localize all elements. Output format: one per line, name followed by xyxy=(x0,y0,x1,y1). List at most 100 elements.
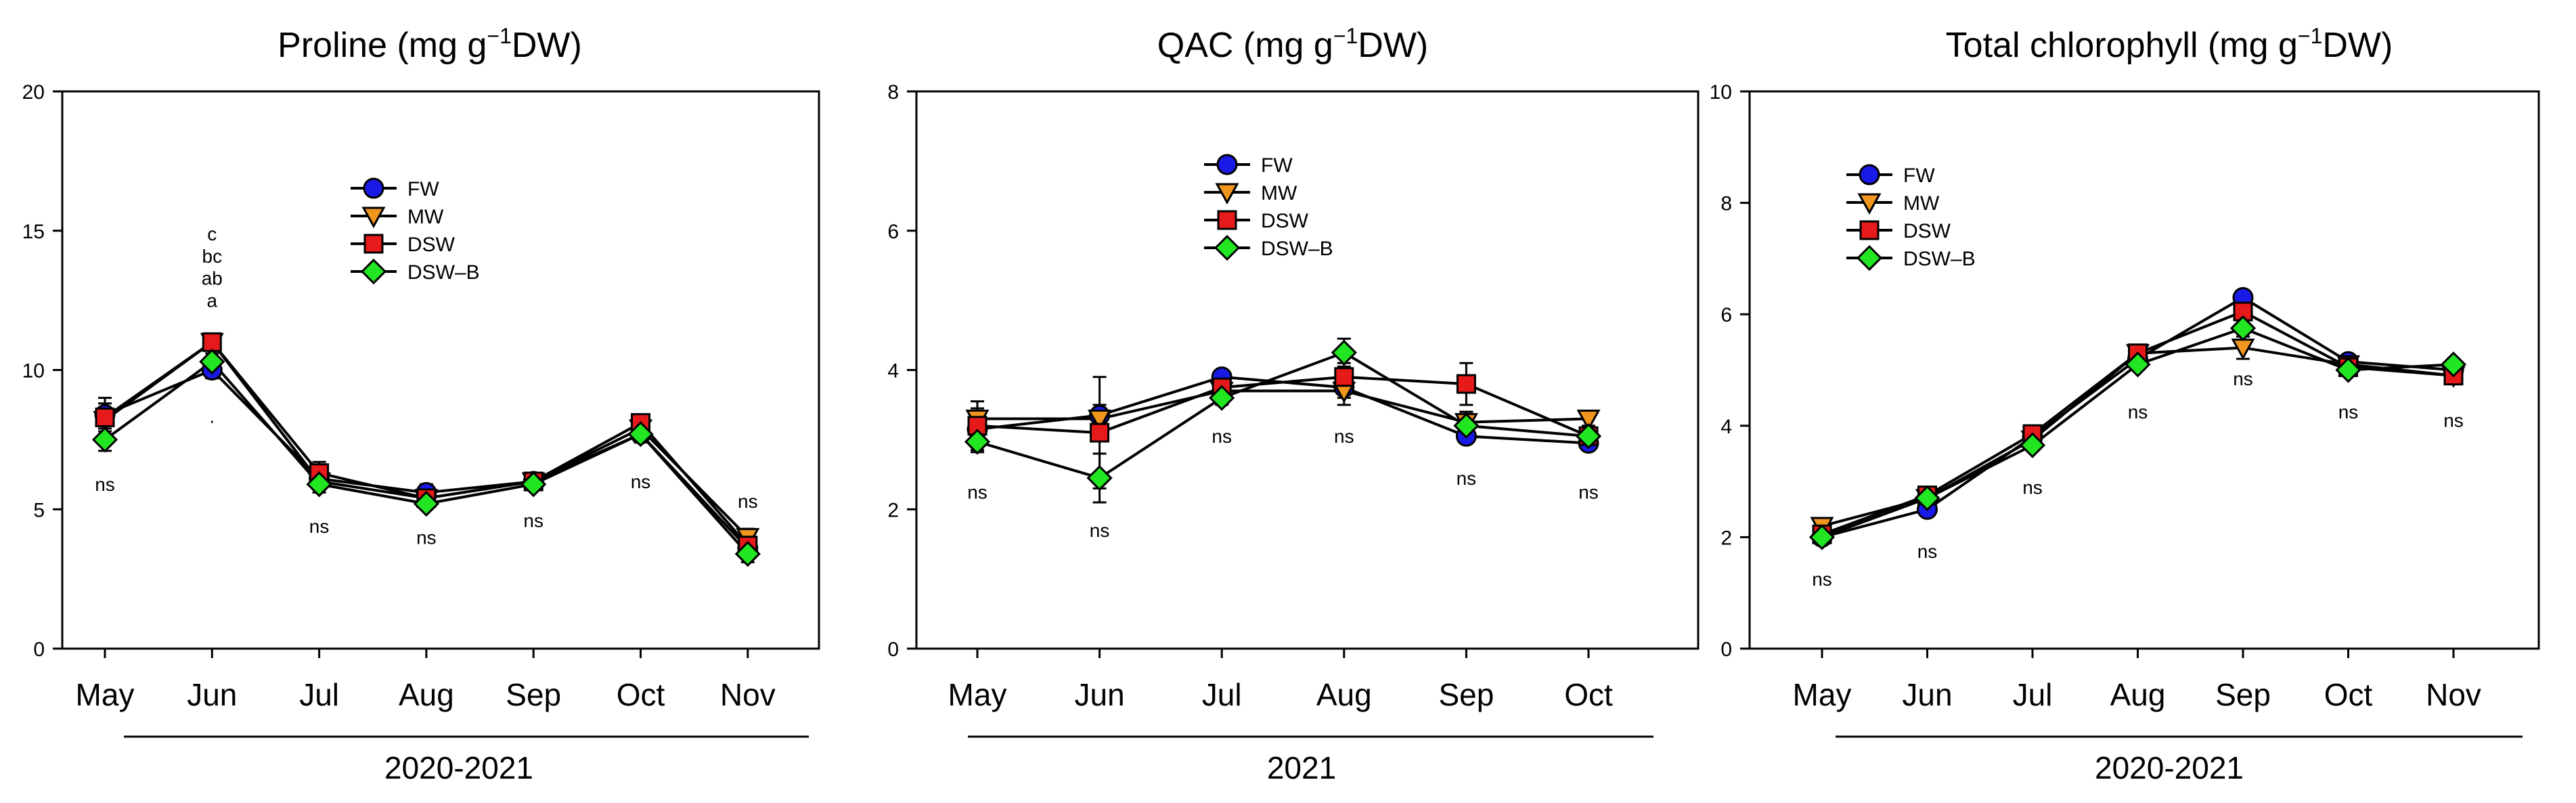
significance-label: ns xyxy=(967,482,987,503)
legend-marker-DSW–B xyxy=(1856,244,1883,272)
data-point-DSW–B xyxy=(964,429,991,455)
legend-marker-DSW xyxy=(1217,210,1237,230)
x-tick-label: Jul xyxy=(2013,677,2053,712)
series-line-DSW–B xyxy=(104,360,749,555)
significance-label: ns xyxy=(523,511,543,531)
y-tick-label: 6 xyxy=(1720,304,1732,326)
legend-label: FW xyxy=(407,178,439,200)
chart-title: Proline (mg g−1DW) xyxy=(277,24,582,65)
group-letter: bc xyxy=(202,246,223,267)
legend-label: MW xyxy=(1261,182,1297,204)
significance-label: ns xyxy=(1090,520,1110,541)
y-tick-label: 20 xyxy=(22,81,45,104)
legend-label: DSW–B xyxy=(1903,248,1976,270)
series-line-FW xyxy=(977,375,1589,445)
x-tick-label: Jun xyxy=(187,677,237,712)
plot-frame xyxy=(915,90,1700,650)
data-point-DSW xyxy=(202,332,222,352)
significance-label: ns xyxy=(1334,426,1354,447)
legend-marker-FW xyxy=(1859,164,1880,186)
significance-label: ns xyxy=(1917,541,1938,562)
legend-label: MW xyxy=(407,206,444,228)
data-point-DSW xyxy=(2233,301,2253,322)
significance-label: ns xyxy=(738,491,758,512)
x-tick-label: Nov xyxy=(720,677,776,712)
x-tick-label: Oct xyxy=(617,677,665,712)
legend-label: DSW–B xyxy=(407,261,480,284)
legend-label: DSW xyxy=(407,234,456,256)
y-tick-label: 10 xyxy=(22,360,45,383)
data-point-DSW–B xyxy=(2440,351,2467,378)
series-line-FW xyxy=(104,368,749,550)
legend-label: MW xyxy=(1903,192,1940,215)
legend-label: FW xyxy=(1261,154,1293,177)
x-tick-label: Nov xyxy=(2426,677,2481,712)
significance-label: ns xyxy=(631,471,651,492)
y-tick-label: 4 xyxy=(1720,416,1732,438)
chart-panel-1: Proline (mg g−1DW) 0 5 10 15 20 May Jun Jul Aug Se… xyxy=(22,24,820,785)
group-letter: ab xyxy=(202,268,223,289)
series-line-DSW xyxy=(977,375,1589,438)
chart-title: QAC (mg g−1DW) xyxy=(1157,24,1429,65)
data-point-DSW–B xyxy=(627,421,654,448)
group-letter: a xyxy=(207,290,218,311)
legend-marker-DSW xyxy=(1859,220,1880,240)
data-point-DSW–B xyxy=(199,349,225,375)
x-tick-label: May xyxy=(76,677,135,712)
x-tick-label: Jun xyxy=(1075,677,1125,712)
data-point-DSW–B xyxy=(1453,412,1480,439)
legend-marker-FW xyxy=(1216,154,1238,175)
period-label: 2020-2021 xyxy=(2095,750,2244,785)
y-tick-label: 2 xyxy=(1720,527,1732,549)
group-letter: c xyxy=(207,223,217,244)
chart-panel-2: QAC (mg g−1DW) 0 2 4 6 8 May Jun Jul Aug Sep Oct 202… xyxy=(887,24,1700,785)
chart-title: Total chlorophyll (mg g−1DW) xyxy=(1946,24,2393,65)
data-point-DSW–B xyxy=(520,471,547,498)
legend: FW MW DSW DSW–B xyxy=(1846,164,1976,272)
data-point-DSW xyxy=(1334,367,1354,387)
chart-panel-3: Total chlorophyll (mg g−1DW) 0 2 4 6 8 10 May Ju… xyxy=(1710,24,2540,785)
data-point-DSW–B xyxy=(734,540,761,567)
significance-label: ns xyxy=(2443,410,2464,431)
x-tick-label: Oct xyxy=(1564,677,1613,712)
significance-label: ns xyxy=(1212,426,1232,447)
plot-frame xyxy=(1748,90,2540,650)
x-tick-label: Jul xyxy=(1202,677,1242,712)
x-tick-label: Sep xyxy=(506,677,561,712)
data-point-DSW–B xyxy=(1914,485,1940,511)
series-line-DSW–B xyxy=(977,351,1589,480)
legend: FW MW DSW DSW–B xyxy=(351,177,480,285)
period-label: 2020-2021 xyxy=(384,750,533,785)
significance-label: ns xyxy=(2128,402,2148,422)
data-point-DSW xyxy=(95,407,115,427)
y-tick-label: 15 xyxy=(22,221,45,243)
x-tick-label: Jul xyxy=(299,677,339,712)
y-tick-label: 0 xyxy=(33,638,45,661)
legend-marker-MW xyxy=(1215,183,1239,205)
data-point-DSW–B xyxy=(1209,385,1235,411)
period-label: 2021 xyxy=(1267,750,1336,785)
data-point-MW xyxy=(1088,410,1112,431)
data-point-DSW xyxy=(1456,374,1476,394)
data-point-DSW–B xyxy=(1808,524,1836,550)
y-tick-label: 0 xyxy=(887,638,899,661)
legend: FW MW DSW DSW–B xyxy=(1204,154,1333,261)
legend-marker-MW xyxy=(361,207,386,229)
significance-label: ns xyxy=(95,474,115,495)
data-point-MW xyxy=(1576,410,1601,431)
data-point-DSW–B xyxy=(2229,315,2257,341)
legend-marker-DSW–B xyxy=(1214,234,1241,261)
data-point-DSW–B xyxy=(1575,423,1602,450)
significance-label: ns xyxy=(1578,482,1599,503)
x-tick-label: May xyxy=(948,677,1007,712)
significance-label: ns xyxy=(1457,468,1477,489)
y-tick-label: 5 xyxy=(33,499,45,521)
legend-marker-DSW–B xyxy=(360,258,387,285)
y-tick-label: 8 xyxy=(887,81,899,104)
y-tick-label: 0 xyxy=(1720,638,1732,661)
data-point-DSW–B xyxy=(2335,357,2361,383)
x-tick-label: Sep xyxy=(1438,677,1494,712)
significance-label: ns xyxy=(2233,368,2253,389)
data-point-DSW–B xyxy=(306,471,332,498)
legend-label: DSW–B xyxy=(1261,238,1333,260)
